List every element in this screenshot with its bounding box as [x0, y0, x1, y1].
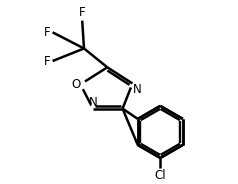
Text: N: N	[133, 84, 141, 96]
Text: F: F	[44, 26, 51, 39]
Text: Cl: Cl	[154, 169, 166, 182]
Text: F: F	[79, 6, 85, 19]
Text: N: N	[89, 96, 97, 109]
Text: O: O	[71, 78, 80, 91]
Text: F: F	[44, 54, 51, 68]
